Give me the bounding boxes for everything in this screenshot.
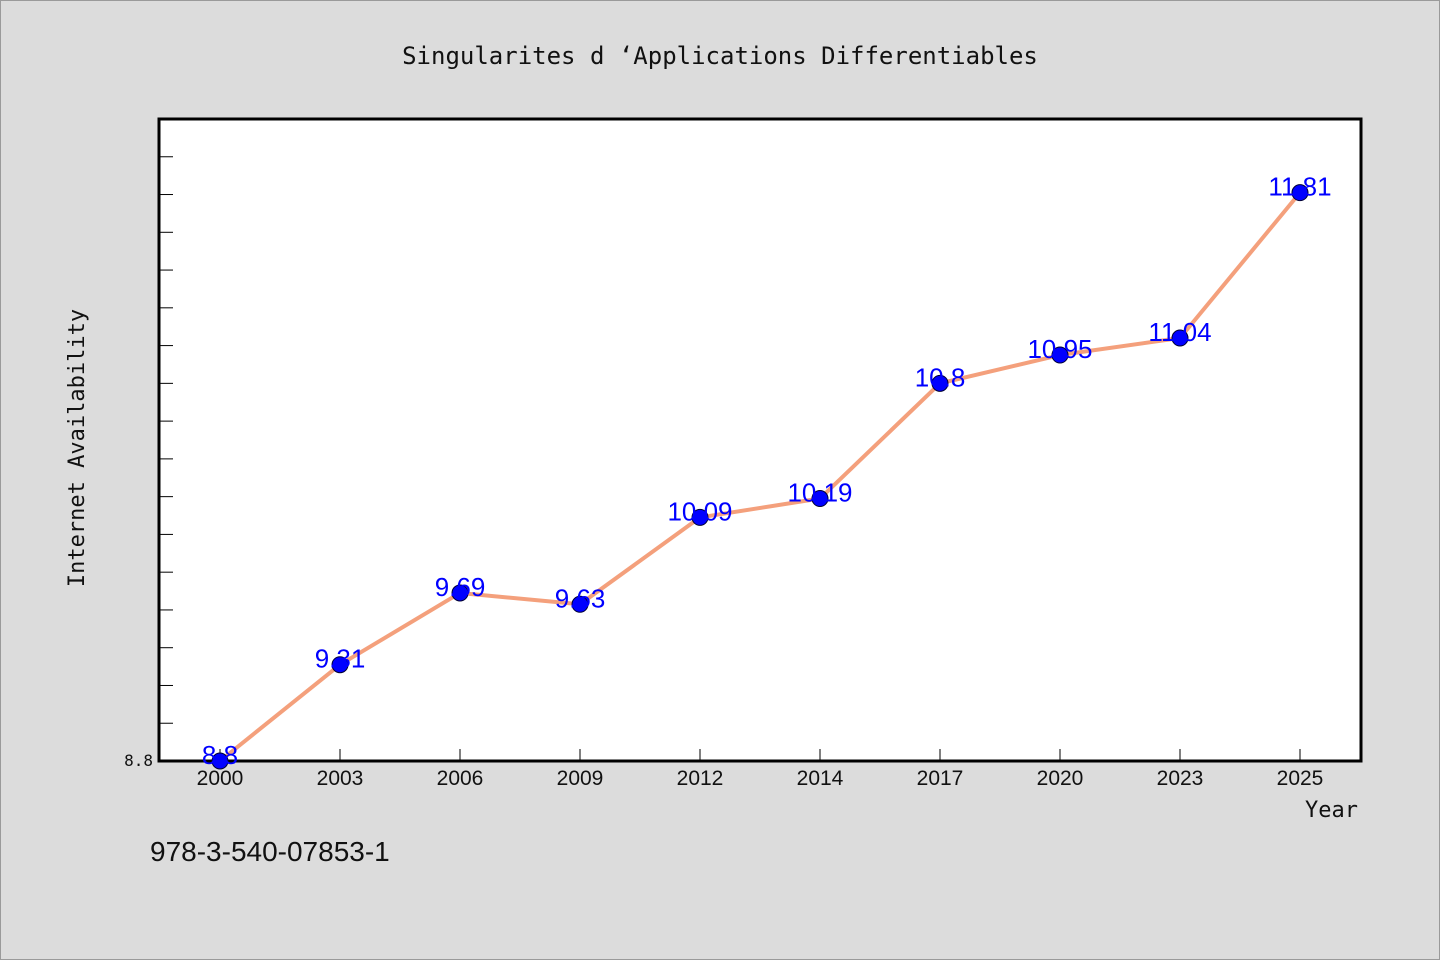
data-point [691,508,709,526]
data-point [211,752,229,770]
y-axis-ticks: 8.8 [124,156,173,770]
data-label: 11.04 [1148,317,1211,347]
isbn-text: 978-3-540-07853-1 [150,836,390,867]
data-point [1291,184,1309,202]
data-label: 8.8 [202,740,238,770]
data-label: 9.69 [435,572,486,602]
data-label: 10.95 [1027,334,1092,364]
x-tick-label: 2000 [197,767,244,790]
chart-title: Singularites d ‘Applications Differentia… [402,42,1038,70]
data-label: 9.63 [555,583,606,613]
data-label: 11.81 [1268,172,1331,202]
series-line [218,190,1302,763]
x-tick-label: 2009 [557,767,604,790]
data-label: 10.19 [787,478,852,508]
y-axis-label: Internet Availability [65,309,90,587]
data-point [571,595,589,613]
series-group [211,184,1309,770]
data-label: 9.31 [315,644,366,674]
data-label: 10.09 [667,496,732,526]
x-tick-label: 2023 [1157,767,1204,790]
data-labels-group: 8.8 9.31 9.69 9.63 10.09 10.19 10.8 10.95 11.04 1… [202,172,1332,770]
x-tick-label: 2017 [917,767,964,790]
x-tick-label: 2014 [797,767,844,790]
data-label: 10.8 [915,362,966,392]
data-point [451,584,469,602]
data-point [1051,346,1069,364]
data-point [931,374,949,392]
x-tick-label: 2006 [437,767,484,790]
x-axis-ticks: 2000 2003 2006 2009 2012 2014 2017 2020 2023 2025 [197,749,1324,790]
y-tick-label: 8.8 [124,751,153,770]
data-point [331,656,349,674]
x-tick-label: 2003 [317,767,364,790]
x-axis-label: Year [1305,798,1358,823]
x-tick-label: 2020 [1037,767,1084,790]
data-point [1171,329,1189,347]
data-point [811,490,829,508]
x-tick-label: 2012 [677,767,724,790]
x-tick-label: 2025 [1277,767,1324,790]
